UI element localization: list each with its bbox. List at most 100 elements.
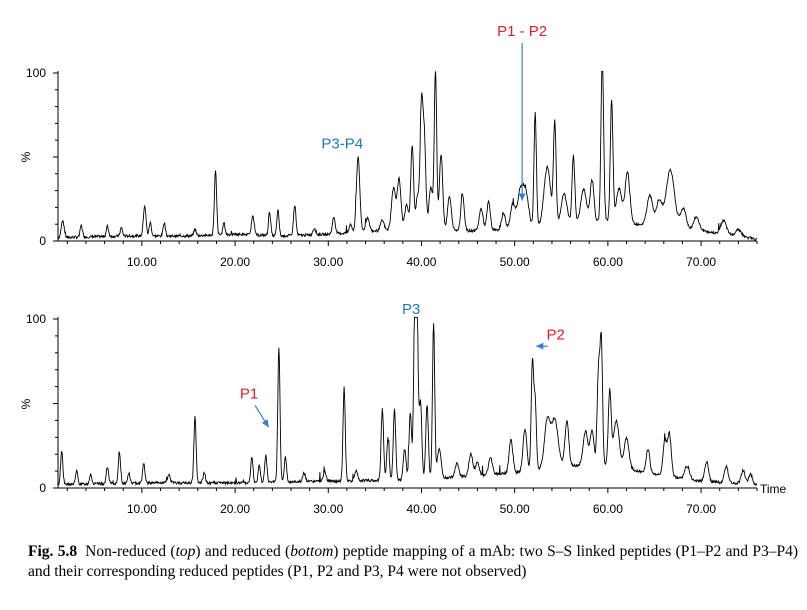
- peak-apex-point: [356, 470, 357, 471]
- peak-apex-point: [416, 322, 417, 323]
- peak-apex-point: [420, 403, 421, 404]
- x-tick-label: 10.00: [127, 255, 157, 269]
- peak-apex-point: [659, 201, 660, 202]
- peak-apex-point: [602, 53, 603, 54]
- x-tick-label: 40.00: [406, 502, 436, 516]
- peak-apex-point: [750, 473, 751, 474]
- peak-apex-point: [382, 409, 383, 410]
- peak-apex-point: [510, 439, 511, 440]
- y-tick-label: 0: [39, 481, 46, 495]
- peak-apex-point: [738, 229, 739, 230]
- x-axis-title: Time: [760, 482, 787, 496]
- peak-apex-point: [591, 431, 592, 432]
- peak-apex-point: [585, 431, 586, 432]
- peak-apex-point: [81, 225, 82, 226]
- y-tick-label: 0: [39, 234, 46, 248]
- peak-apex-point: [107, 226, 108, 227]
- peak-apex-point: [433, 323, 434, 324]
- peak-apex-point: [265, 455, 266, 456]
- peak-apex-point: [367, 217, 368, 218]
- peak-apex-point: [61, 450, 62, 451]
- x-tick-label: 20.00: [220, 255, 250, 269]
- caption-text-top: top: [175, 543, 196, 560]
- y-axis-title: %: [19, 151, 33, 162]
- peak-apex-point: [294, 205, 295, 206]
- peak-apex-point: [726, 465, 727, 466]
- y-tick-label: 100: [26, 66, 46, 80]
- x-tick-label: 30.00: [313, 255, 343, 269]
- peak-apex-point: [421, 114, 422, 115]
- peak-apex-point: [426, 404, 427, 405]
- annotation-arrow-head: [261, 419, 269, 428]
- peak-apex-point: [107, 466, 108, 467]
- peak-apex-point: [399, 179, 400, 180]
- peak-annotation-label: P3: [402, 301, 420, 318]
- peak-apex-point: [119, 452, 120, 453]
- peak-apex-point: [503, 212, 504, 213]
- peak-apex-point: [406, 204, 407, 205]
- x-tick-label: 70.00: [686, 255, 716, 269]
- peak-apex-point: [324, 471, 325, 472]
- peak-apex-point: [470, 453, 471, 454]
- peak-apex-point: [194, 228, 195, 229]
- peak-apex-point: [358, 156, 359, 157]
- peak-apex-point: [417, 195, 418, 196]
- peak-apex-point: [742, 470, 743, 471]
- peak-apex-point: [387, 437, 388, 438]
- peak-apex-point: [382, 220, 383, 221]
- x-tick-label: 30.00: [313, 502, 343, 516]
- peak-apex-point: [647, 449, 648, 450]
- peak-apex-point: [435, 70, 436, 71]
- x-tick-label: 20.00: [220, 502, 250, 516]
- bottom-chromatogram-panel: 0 100% 10.00 20.00 30.00 40.00 50.00 60.00 70.00…: [19, 301, 787, 516]
- peak-apex-point: [393, 188, 394, 189]
- peak-apex-point: [723, 220, 724, 221]
- peak-apex-point: [601, 346, 602, 347]
- y-axis-title: %: [19, 398, 33, 409]
- peak-apex-point: [535, 112, 536, 113]
- peak-apex-point: [344, 387, 345, 388]
- peak-apex-point: [627, 172, 628, 173]
- peak-apex-point: [554, 124, 555, 125]
- peak-apex-point: [394, 408, 395, 409]
- x-tick-label: 40.00: [406, 255, 436, 269]
- peak-apex-point: [430, 187, 431, 188]
- peak-apex-point: [563, 193, 564, 194]
- peak-apex-point: [410, 412, 411, 413]
- peak-apex-point: [333, 216, 334, 217]
- peak-annotation-label: P2: [547, 326, 565, 343]
- peak-apex-point: [583, 188, 584, 189]
- peak-apex-point: [591, 179, 592, 180]
- peak-apex-point: [554, 419, 555, 420]
- peak-apex-point: [164, 222, 165, 223]
- top-chromatogram-panel: 0 100% 10.00 20.00 30.00 40.00 50.00 60.00 70.00…: [19, 23, 758, 269]
- peak-apex-point: [440, 154, 441, 155]
- peak-apex-point: [278, 348, 279, 349]
- peak-annotation-label: P3-P4: [321, 136, 363, 153]
- peak-apex-point: [670, 170, 671, 171]
- peak-apex-point: [251, 457, 252, 458]
- peak-apex-point: [90, 473, 91, 474]
- peak-apex-point: [121, 227, 122, 228]
- peak-apex-point: [314, 227, 315, 228]
- caption-text-2: ) and reduced (: [195, 543, 291, 560]
- chromatogram-trace: [57, 70, 758, 242]
- peak-apex-point: [168, 474, 169, 475]
- peak-apex-point: [143, 462, 144, 463]
- peak-apex-point: [449, 196, 450, 197]
- peak-apex-point: [259, 465, 260, 466]
- peak-apex-point: [535, 402, 536, 403]
- caption-label: Fig. 5.8: [28, 543, 78, 560]
- peak-apex-point: [144, 205, 145, 206]
- peak-annotation-label: P1: [240, 385, 258, 402]
- x-tick-label: 70.00: [686, 502, 716, 516]
- peak-apex-point: [303, 473, 304, 474]
- y-tick-label: 100: [26, 312, 46, 326]
- peak-apex-point: [488, 201, 489, 202]
- peak-apex-point: [424, 136, 425, 137]
- peak-apex-point: [150, 222, 151, 223]
- x-tick-label: 60.00: [593, 502, 623, 516]
- x-tick-label: 50.00: [500, 502, 530, 516]
- peak-apex-point: [696, 216, 697, 217]
- peak-apex-point: [706, 461, 707, 462]
